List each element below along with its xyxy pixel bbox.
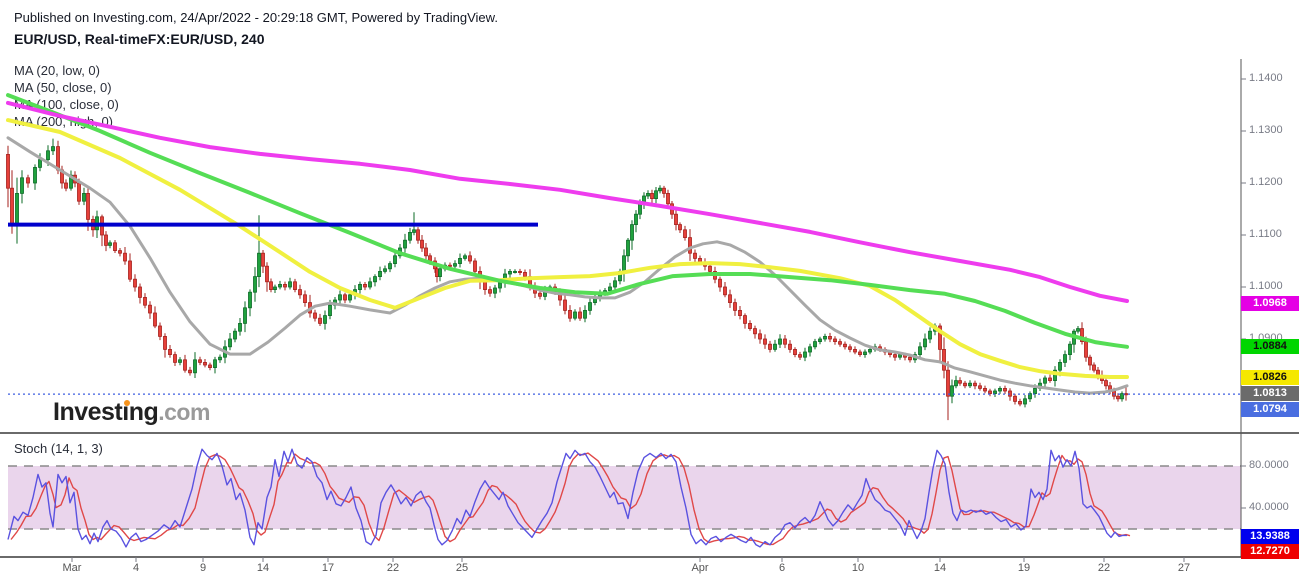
x-axis-tick-label: 14	[933, 562, 947, 574]
x-axis-tick-label: 14	[256, 562, 270, 574]
price-badge-MA20: 1.0813	[1241, 386, 1299, 401]
x-axis-tick-label: Apr	[691, 562, 709, 574]
investing-logo[interactable]: Investıng.com	[53, 398, 210, 427]
price-badge-MA100: 1.0884	[1241, 339, 1299, 354]
legend-item-ma50: MA (50, close, 0)	[14, 80, 112, 95]
y-axis-tick-label: 1.1200	[1249, 176, 1283, 188]
x-axis-tick-label: 10	[851, 562, 865, 574]
x-axis-tick-label: 22	[1097, 562, 1111, 574]
stoch-tick-label: 80.0000	[1249, 459, 1289, 471]
stoch-tick-label: 40.0000	[1249, 501, 1289, 513]
x-axis-tick-label: 17	[321, 562, 335, 574]
x-axis-tick-label: 19	[1017, 562, 1031, 574]
y-axis-tick-label: 1.1000	[1249, 280, 1283, 292]
x-axis-tick-label: 4	[132, 562, 140, 574]
chart-title: EUR/USD, Real-timeFX:EUR/USD, 240	[14, 31, 265, 47]
y-axis-tick-label: 1.1400	[1249, 72, 1283, 84]
logo-orange-dot-icon	[124, 400, 130, 406]
x-axis-tick-label: 9	[199, 562, 207, 574]
ma-line-3	[6, 100, 1129, 303]
stoch-badge-%D: 12.7270	[1241, 544, 1299, 559]
price-badge-last-price: 1.0794	[1241, 402, 1299, 417]
legend-item-ma20: MA (20, low, 0)	[14, 63, 100, 78]
price-badge-MA50: 1.0826	[1241, 370, 1299, 385]
stoch-d-line	[10, 452, 1131, 546]
candles-layer	[6, 138, 1128, 421]
stoch-label: Stoch (14, 1, 3)	[14, 441, 103, 456]
ma-line-0	[6, 136, 1129, 395]
ma-line-1	[6, 118, 1129, 379]
y-axis-tick-label: 1.1300	[1249, 124, 1283, 136]
stoch-badge-%K: 13.9388	[1241, 529, 1299, 544]
ma-line-2	[6, 93, 1129, 349]
x-axis-tick-label: 6	[778, 562, 786, 574]
publish-info: Published on Investing.com, 24/Apr/2022 …	[14, 10, 498, 25]
y-axis-tick-label: 1.1100	[1249, 228, 1282, 240]
overbought-oversold-band	[8, 465, 1241, 530]
price-badge-MA200: 1.0968	[1241, 296, 1299, 311]
x-axis-tick-label: 22	[386, 562, 400, 574]
x-axis-tick-label: 25	[455, 562, 469, 574]
axis-ticks	[71, 78, 1246, 562]
logo-tld-text: .com	[158, 399, 210, 425]
x-axis-tick-label: 27	[1177, 562, 1191, 574]
stoch-k-line	[7, 448, 1128, 548]
x-axis-tick-label: Mar	[62, 562, 82, 574]
logo-brand-text: Investıng	[53, 398, 159, 426]
